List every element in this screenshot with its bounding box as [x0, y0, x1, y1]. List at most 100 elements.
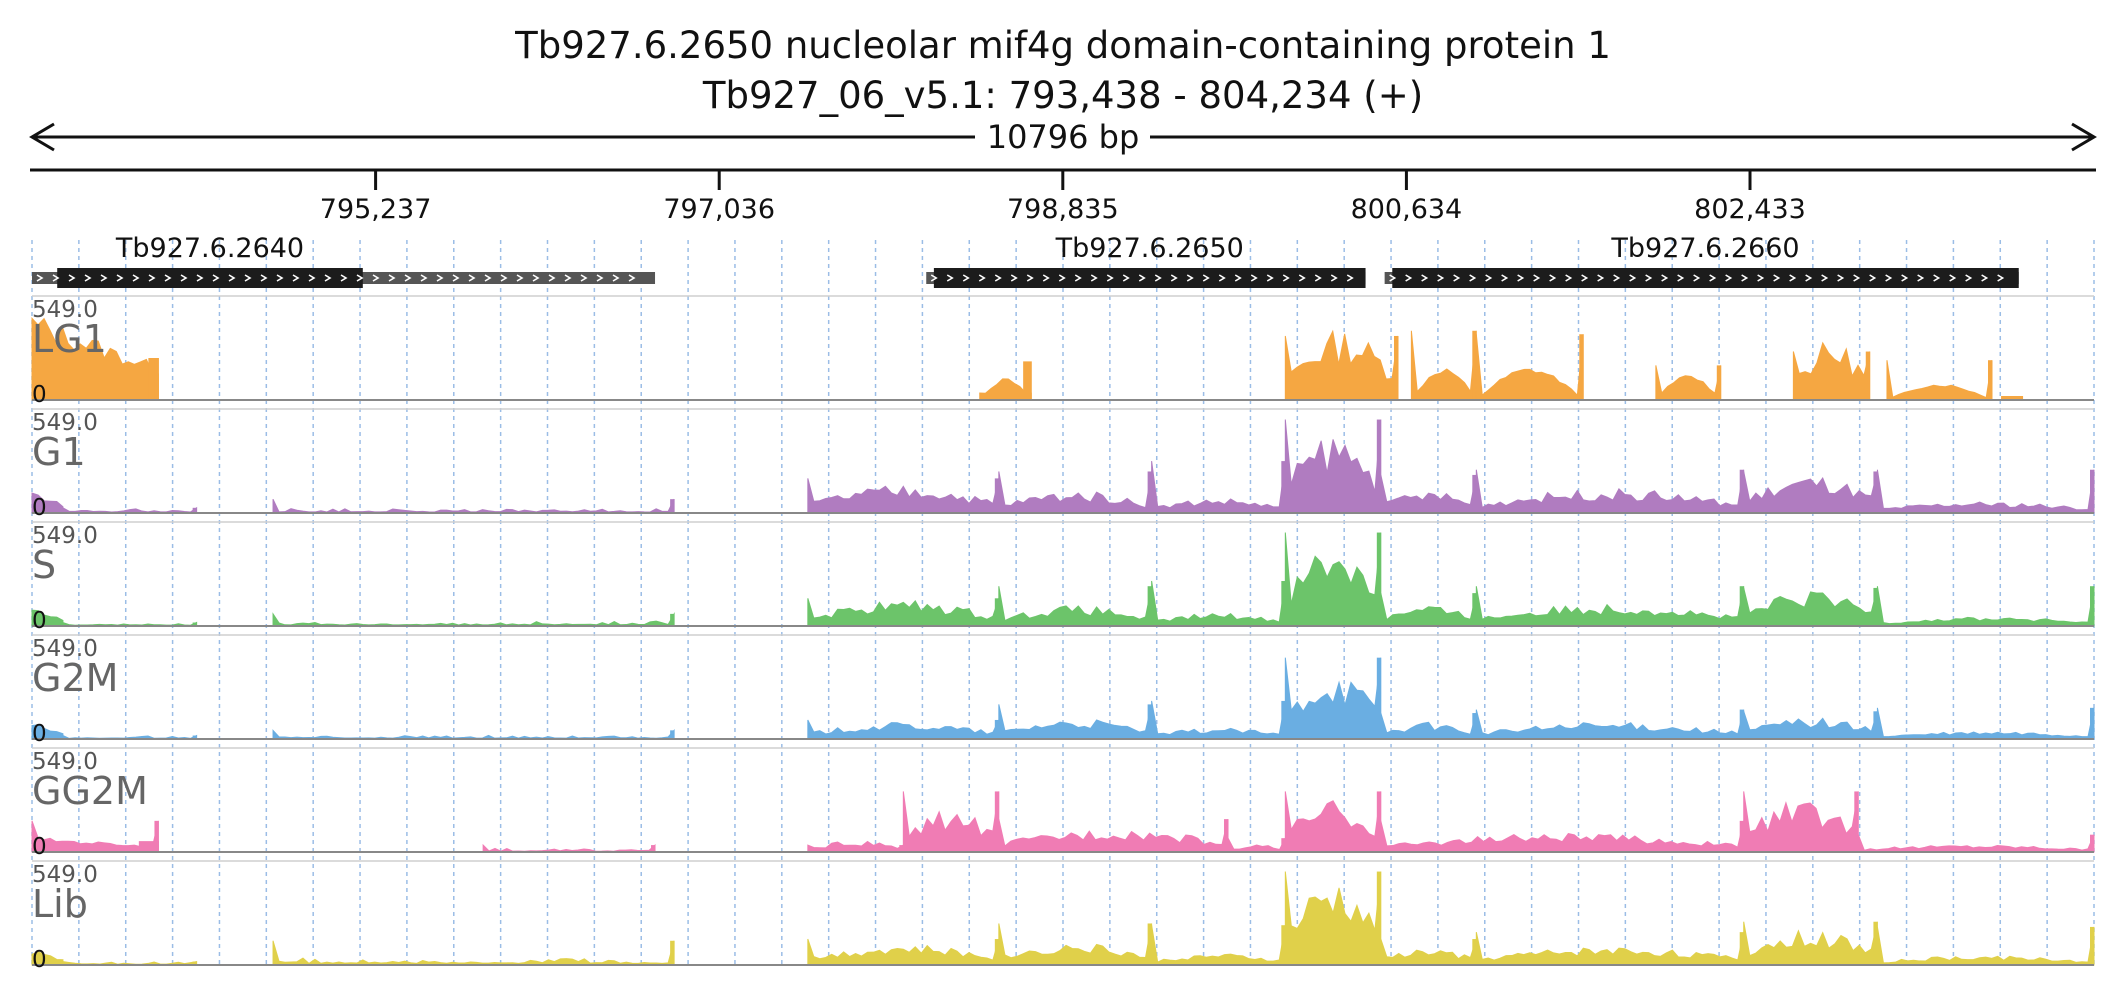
strand-arrow-glyph: [340, 274, 348, 282]
strand-arrow-glyph: [36, 274, 44, 282]
strand-arrow-glyph: [628, 274, 636, 282]
coverage-edge-bar: [670, 730, 675, 739]
strand-arrow-glyph: [1154, 274, 1162, 282]
strand-arrow-glyph: [1597, 274, 1605, 282]
coverage-edge-bar: [1739, 469, 1744, 513]
coverage-edge-bar: [1376, 791, 1381, 852]
coverage-edge-bar: [1472, 330, 1477, 400]
coverage-edge-bar: [1739, 709, 1744, 739]
strand-arrow-glyph: [1789, 274, 1797, 282]
coverage-edge-bar: [1472, 939, 1477, 965]
strand-arrow-glyph: [1757, 274, 1765, 282]
coverage-edge-bar: [58, 509, 63, 513]
coverage-area: [1151, 700, 1286, 740]
coverage-edge-bar: [994, 791, 999, 852]
strand-arrow-glyph: [1250, 274, 1258, 282]
strand-arrow-glyph: [1405, 274, 1413, 282]
coverage-edge-bar: [1376, 871, 1381, 965]
gene-label: Tb927.6.2660: [1610, 233, 1799, 264]
strand-arrow-glyph: [1997, 274, 2005, 282]
coverage-area: [1475, 586, 1745, 627]
strand-arrow-glyph: [1837, 274, 1845, 282]
coverage-area: [482, 843, 656, 853]
strand-arrow-glyph: [612, 274, 620, 282]
coverage-area: [272, 611, 675, 627]
strand-arrow-glyph: [1885, 274, 1893, 282]
strand-arrow-glyph: [132, 274, 140, 282]
coverage-area: [1743, 587, 1878, 627]
strand-arrow-glyph: [52, 274, 60, 282]
track-name-label: Lib: [32, 882, 88, 926]
coverage-edge-bar: [2090, 834, 2094, 852]
coverage-edge-bar: [1579, 334, 1584, 400]
strand-arrow-glyph: [548, 274, 556, 282]
ruler-tick-label: 797,036: [663, 194, 775, 225]
coverage-tracks: 549.0LG10549.0G10549.0S0549.0G2M0549.0GG…: [31, 295, 2095, 973]
strand-arrow-glyph: [596, 274, 604, 282]
gene-label: Tb927.6.2650: [1055, 233, 1244, 264]
strand-arrow-glyph: [292, 274, 300, 282]
coverage-edge-bar: [1147, 923, 1152, 965]
strand-arrow-glyph: [1805, 274, 1813, 282]
coverage-area: [1410, 330, 1477, 401]
strand-arrow-glyph: [100, 274, 108, 282]
track-ymax-label: 549.0: [32, 297, 98, 323]
coverage-edge-bar: [192, 622, 197, 626]
span-length-label: 10796 bp: [987, 118, 1140, 156]
strand-arrow-glyph: [1725, 274, 1733, 282]
coverage-area: [1380, 938, 1477, 966]
coverage-area: [807, 840, 904, 853]
strand-arrow-glyph: [1661, 274, 1669, 282]
strand-arrow-glyph: [1437, 274, 1445, 282]
ruler: 795,237 797,036 798,835 800,634 802,433: [320, 170, 1806, 225]
strand-arrow-glyph: [1773, 274, 1781, 282]
coverage-edge-bar: [192, 961, 197, 965]
strand-arrow-glyph: [1106, 274, 1114, 282]
strand-arrow-glyph: [148, 274, 156, 282]
strand-arrow-glyph: [84, 274, 92, 282]
coverage-edge-bar: [1281, 581, 1286, 626]
strand-arrow-glyph: [994, 274, 1002, 282]
coverage-edge-bar: [1865, 351, 1870, 400]
strand-arrow-glyph: [420, 274, 428, 282]
strand-arrow-glyph: [404, 274, 412, 282]
coverage-area: [1475, 932, 1745, 966]
coverage-edge-bar: [2090, 707, 2094, 739]
track-ymax-label: 549.0: [32, 862, 98, 888]
coverage-edge-bar: [1854, 791, 1859, 852]
span-arrow-left-head: [29, 122, 55, 152]
coverage-edge-bar: [670, 940, 675, 965]
strand-arrow-glyph: [1026, 274, 1034, 282]
strand-arrow-glyph: [930, 274, 938, 282]
coverage-edge-bar: [154, 841, 159, 852]
strand-arrow-glyph: [1346, 274, 1354, 282]
strand-arrow-glyph: [1549, 274, 1557, 282]
coverage-area: [1886, 360, 1993, 401]
strand-arrow-glyph: [1298, 274, 1306, 282]
strand-arrow-glyph: [946, 274, 954, 282]
coverage-edge-bar: [994, 598, 999, 626]
strand-arrow-glyph: [1389, 274, 1397, 282]
coverage-area: [1284, 791, 1382, 853]
coverage-edge-bar: [1739, 820, 1744, 852]
coverage-area: [1655, 365, 1722, 401]
strand-arrow-glyph: [1853, 274, 1861, 282]
track-ymin-label: 0: [32, 947, 47, 973]
strand-arrow-glyph: [1469, 274, 1477, 282]
coverage-area: [1876, 926, 2095, 966]
strand-arrow-glyph: [1330, 274, 1338, 282]
coverage-edge-bar: [670, 613, 675, 626]
coverage-edge-bar: [58, 622, 63, 626]
coverage-area: [62, 506, 198, 514]
track-name-label: G1: [32, 430, 86, 474]
coverage-area: [1151, 925, 1286, 966]
strand-arrow-glyph: [212, 274, 220, 282]
strand-arrow-glyph: [324, 274, 332, 282]
track-ymin-label: 0: [32, 495, 47, 521]
strand-arrow-glyph: [1074, 274, 1082, 282]
strand-arrow-glyph: [164, 274, 172, 282]
coverage-area: [1876, 586, 2095, 627]
coverage-area: [1151, 580, 1286, 627]
gene-label: Tb927.6.2640: [115, 233, 304, 264]
track-ymax-label: 549.0: [32, 523, 98, 549]
